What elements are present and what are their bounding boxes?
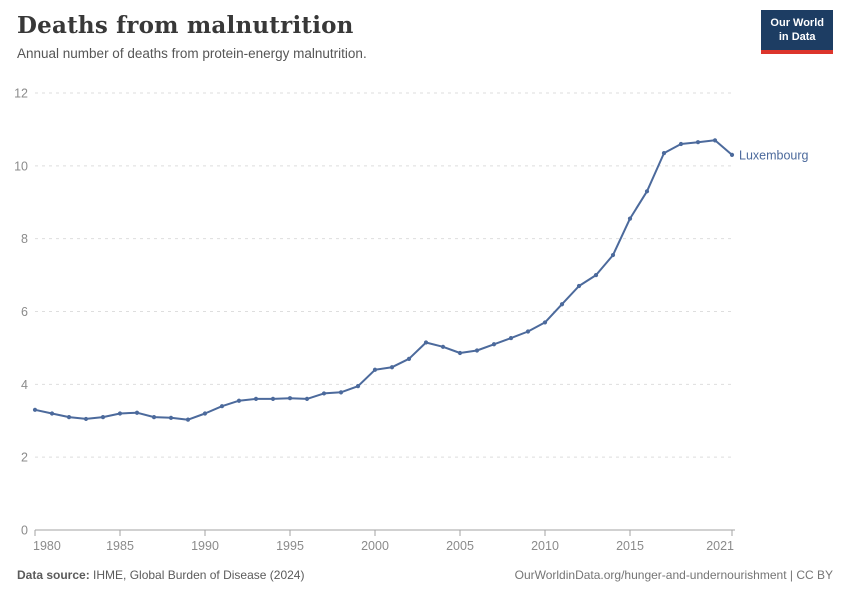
data-point[interactable] — [355, 384, 361, 389]
data-point[interactable] — [321, 391, 327, 396]
data-point[interactable] — [236, 398, 242, 403]
data-point[interactable] — [389, 365, 395, 370]
data-point[interactable] — [32, 407, 38, 412]
chart-subtitle: Annual number of deaths from protein-ene… — [17, 46, 367, 61]
data-point[interactable] — [168, 415, 174, 420]
x-tick-label: 1980 — [33, 539, 61, 553]
y-tick-label: 0 — [21, 524, 28, 538]
data-point[interactable] — [338, 390, 344, 395]
page-title: Deaths from malnutrition — [17, 12, 354, 39]
y-tick-label: 4 — [21, 378, 28, 392]
data-point[interactable] — [253, 396, 259, 401]
chart-footer: Data source: IHME, Global Burden of Dise… — [17, 568, 833, 582]
x-tick-label: 2000 — [361, 539, 389, 553]
credit-link[interactable]: OurWorldinData.org/hunger-and-undernouri… — [514, 568, 833, 582]
data-point[interactable] — [185, 417, 191, 422]
data-point[interactable] — [644, 189, 650, 194]
data-point[interactable] — [151, 415, 157, 420]
data-point[interactable] — [491, 342, 497, 347]
data-point[interactable] — [423, 340, 429, 345]
data-point[interactable] — [49, 411, 55, 416]
data-point[interactable] — [304, 396, 310, 401]
data-source: Data source: IHME, Global Burden of Dise… — [17, 568, 304, 582]
owid-logo-line1: Our World — [770, 17, 824, 29]
data-point[interactable] — [627, 216, 633, 221]
x-tick-label: 2005 — [446, 539, 474, 553]
data-point[interactable] — [542, 320, 548, 325]
x-tick-label: 1985 — [106, 539, 134, 553]
data-point[interactable] — [270, 396, 276, 401]
series-end-label[interactable]: Luxembourg — [739, 148, 809, 162]
owid-logo-line2: in Data — [778, 31, 816, 44]
data-point[interactable] — [287, 396, 293, 401]
data-point[interactable] — [593, 272, 599, 278]
x-tick-label: 2021 — [706, 539, 734, 553]
series-line-luxembourg[interactable] — [34, 139, 733, 421]
data-source-label: Data source: — [17, 568, 90, 582]
data-point[interactable] — [474, 348, 480, 353]
data-point[interactable] — [576, 283, 582, 289]
data-point[interactable] — [695, 140, 701, 145]
data-point[interactable] — [678, 141, 684, 147]
data-point[interactable] — [457, 350, 463, 356]
y-tick-label: 6 — [21, 305, 28, 319]
y-tick-label: 12 — [14, 87, 28, 101]
y-tick-label: 8 — [21, 232, 28, 246]
data-point[interactable] — [83, 416, 89, 422]
data-point[interactable] — [440, 344, 446, 349]
data-point[interactable] — [406, 356, 412, 361]
data-point[interactable] — [610, 252, 616, 258]
x-tick-label: 2010 — [531, 539, 559, 553]
x-tick-label: 2015 — [616, 539, 644, 553]
data-point[interactable] — [66, 415, 72, 420]
data-point[interactable] — [525, 329, 531, 334]
data-point[interactable] — [134, 410, 140, 415]
data-point[interactable] — [508, 335, 514, 341]
data-point[interactable] — [100, 415, 106, 420]
data-point[interactable] — [219, 404, 225, 409]
data-point[interactable] — [559, 302, 565, 307]
y-tick-label: 10 — [14, 159, 28, 173]
y-tick-label: 2 — [21, 451, 28, 465]
x-tick-label: 1995 — [276, 539, 304, 553]
data-point[interactable] — [202, 411, 208, 416]
data-point[interactable] — [729, 152, 735, 158]
data-point[interactable] — [712, 138, 718, 143]
chart-header: Deaths from malnutrition Annual number o… — [17, 10, 833, 61]
owid-logo[interactable]: Our World in Data — [761, 10, 833, 54]
x-tick-label: 1990 — [191, 539, 219, 553]
data-point[interactable] — [372, 367, 378, 372]
data-point[interactable] — [661, 150, 667, 156]
data-point[interactable] — [117, 411, 123, 416]
data-source-text: IHME, Global Burden of Disease (2024) — [89, 568, 305, 582]
